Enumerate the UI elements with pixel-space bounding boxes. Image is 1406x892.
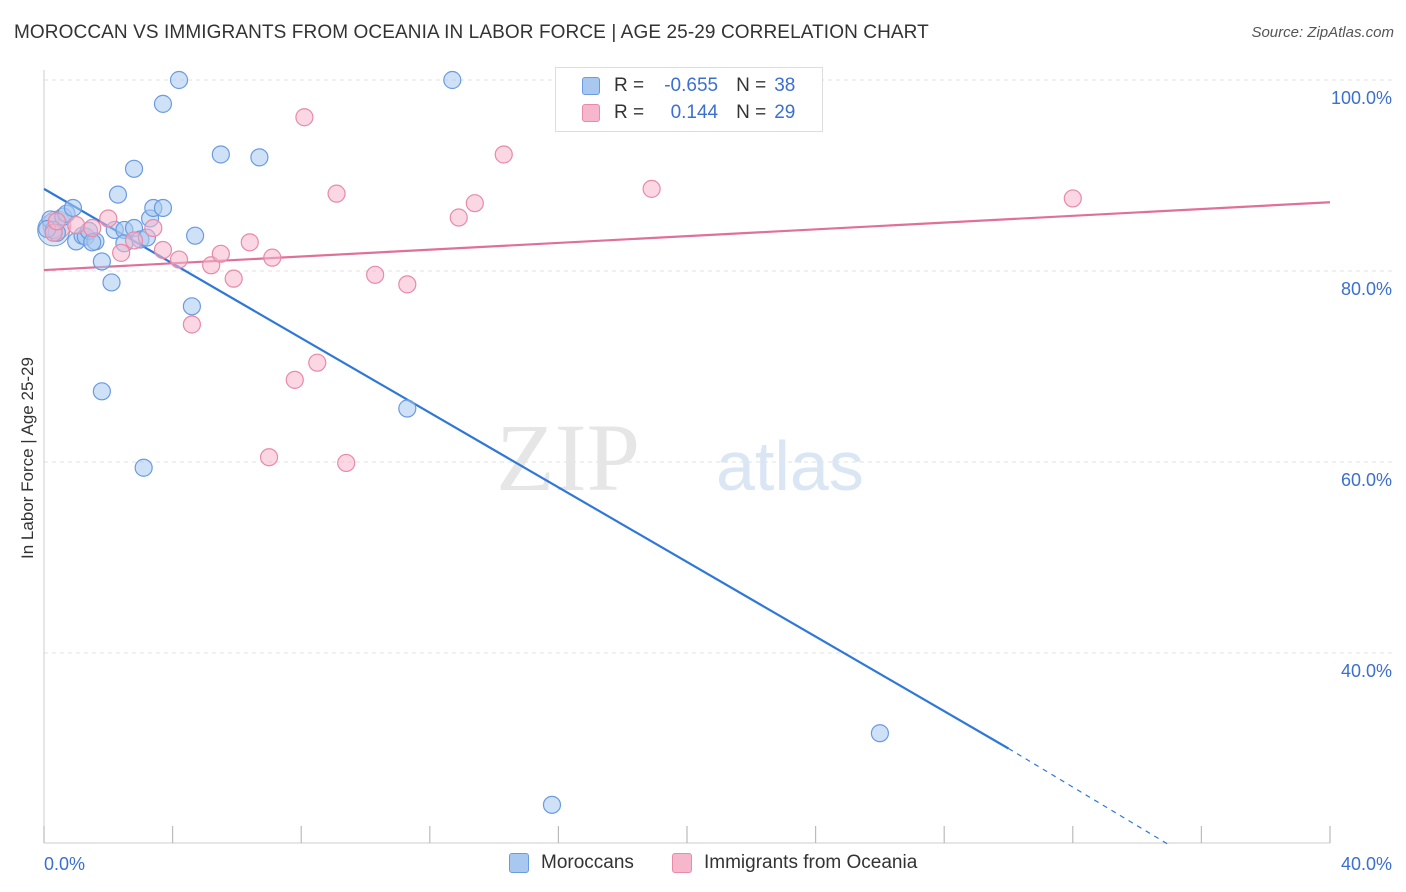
n-value: 29: [774, 102, 796, 123]
point-oceania: [224, 269, 243, 288]
point-moroccans: [153, 198, 173, 218]
point-moroccans: [870, 724, 890, 743]
point-oceania: [327, 184, 346, 203]
point-oceania: [67, 216, 86, 235]
point-oceania: [642, 179, 661, 198]
point-oceania: [153, 240, 173, 260]
r-value: 0.144: [670, 102, 719, 123]
point-moroccans: [250, 148, 269, 167]
r-value: -0.655: [664, 75, 719, 96]
r-label: R =: [614, 102, 645, 123]
point-moroccans: [102, 273, 121, 292]
point-oceania: [465, 194, 484, 213]
r-label: R =: [614, 75, 645, 96]
data-points: [37, 70, 1082, 814]
point-moroccans: [211, 145, 230, 164]
point-oceania: [211, 244, 230, 263]
point-moroccans: [398, 399, 417, 418]
legend-label-moroccans: Moroccans: [541, 852, 634, 873]
legend-label-oceania: Immigrants from Oceania: [704, 852, 918, 873]
y-tick-label: 60.0%: [1341, 470, 1392, 490]
stats-row-moroccans: R = -0.655 N = 38: [582, 74, 795, 98]
trend-line-oceania: [43, 201, 1331, 272]
point-oceania: [240, 233, 259, 252]
point-oceania: [263, 248, 282, 267]
point-oceania: [398, 275, 417, 294]
point-oceania: [449, 208, 468, 227]
legend-swatch-oceania: [672, 853, 692, 873]
point-oceania: [99, 209, 118, 228]
point-oceania: [337, 453, 356, 473]
point-moroccans: [134, 458, 153, 477]
watermark-zip: ZIP: [496, 404, 640, 511]
point-moroccans: [443, 70, 462, 90]
point-moroccans: [124, 159, 144, 178]
point-moroccans: [92, 382, 111, 401]
legend-item-oceania[interactable]: Immigrants from Oceania: [672, 852, 917, 874]
point-moroccans: [92, 252, 111, 271]
point-oceania: [295, 108, 314, 127]
y-tick-label: 100.0%: [1331, 88, 1392, 108]
point-moroccans: [542, 795, 562, 814]
point-moroccans: [182, 297, 201, 316]
trend-lines: [43, 187, 1331, 846]
point-oceania: [285, 370, 304, 389]
y-tick-label: 40.0%: [1341, 661, 1392, 681]
point-moroccans: [108, 185, 128, 204]
axis-layer: [43, 70, 1331, 844]
legend-item-moroccans[interactable]: Moroccans: [509, 852, 634, 874]
legend-swatch-moroccans: [509, 853, 529, 873]
point-moroccans: [63, 198, 83, 218]
y-tick-label: 80.0%: [1341, 279, 1392, 299]
point-oceania: [259, 448, 279, 467]
tick-labels: 40.0% 60.0% 80.0% 100.0% 0.0% 40.0%: [44, 88, 1392, 874]
point-oceania: [47, 212, 66, 231]
legend-swatch-pink: [582, 104, 600, 122]
grid-layer: [44, 79, 1392, 654]
stats-row-oceania: R = 0.144 N = 29: [582, 101, 795, 125]
n-label: N =: [736, 75, 767, 96]
point-moroccans: [186, 226, 205, 245]
point-oceania: [169, 250, 189, 269]
point-oceania: [112, 243, 131, 262]
point-oceania: [83, 218, 102, 238]
point-oceania: [1063, 189, 1082, 208]
legend-swatch-blue: [582, 77, 600, 95]
point-oceania: [366, 265, 385, 284]
watermark: ZIP atlas: [496, 404, 864, 511]
point-oceania: [494, 145, 513, 164]
chart-title: MOROCCAN VS IMMIGRANTS FROM OCEANIA IN L…: [14, 22, 929, 43]
watermark-atlas: atlas: [716, 427, 864, 505]
trend-line-extension: [1008, 747, 1170, 846]
x-tick-label: 0.0%: [44, 854, 85, 874]
point-moroccans: [169, 70, 189, 90]
stats-legend: R = -0.655 N = 38 R = 0.144 N = 29: [555, 67, 823, 132]
x-tick-label: 40.0%: [1341, 854, 1392, 874]
point-oceania: [124, 231, 144, 250]
series-legend: Moroccans Immigrants from Oceania: [0, 852, 1406, 878]
n-label: N =: [736, 102, 767, 123]
point-oceania: [182, 315, 201, 334]
point-oceania: [144, 218, 163, 238]
source-label: Source: ZipAtlas.com: [1251, 24, 1394, 41]
point-oceania: [308, 353, 327, 372]
point-moroccans: [153, 94, 173, 113]
trend-line-moroccans: [43, 187, 1010, 750]
n-value: 38: [774, 75, 796, 96]
